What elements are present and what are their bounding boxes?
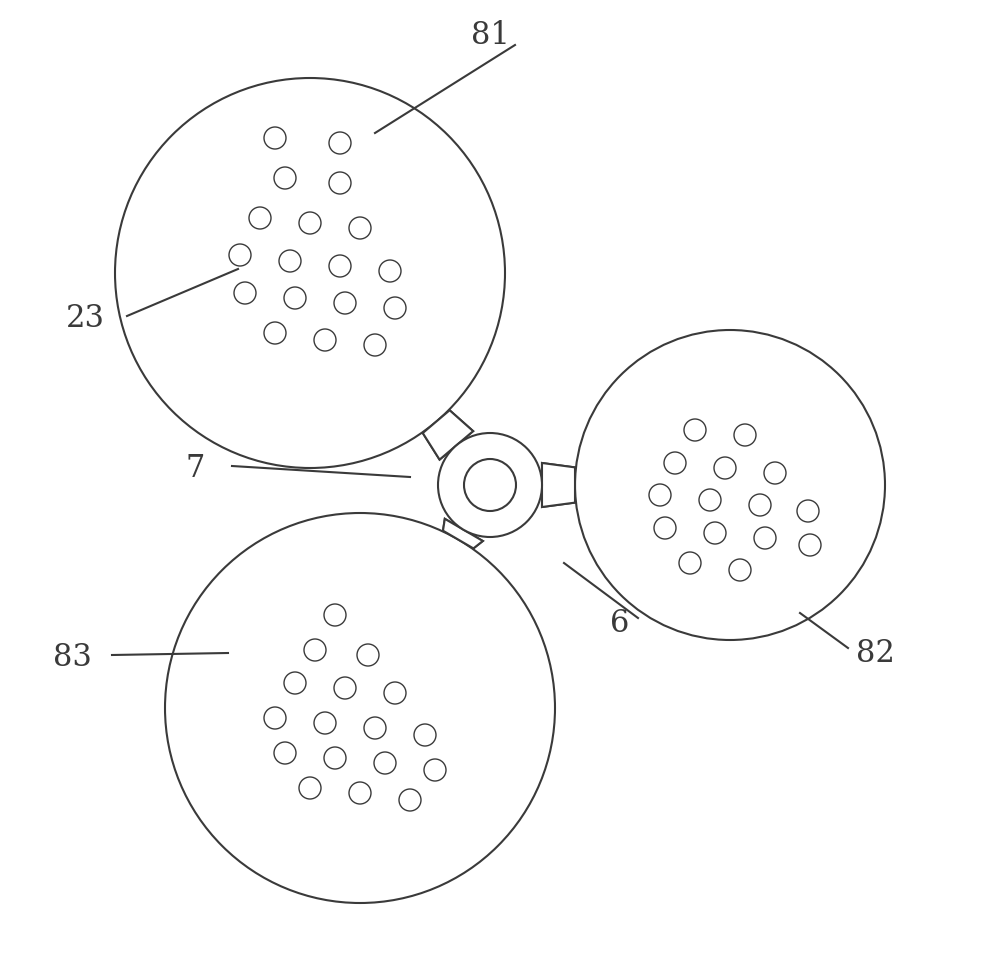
Circle shape [797, 500, 819, 522]
Circle shape [264, 322, 286, 344]
Circle shape [679, 552, 701, 574]
Circle shape [284, 287, 306, 309]
Circle shape [314, 712, 336, 734]
Circle shape [414, 724, 436, 746]
Polygon shape [423, 410, 473, 459]
Circle shape [334, 292, 356, 314]
Text: 23: 23 [66, 302, 104, 333]
Circle shape [654, 517, 676, 539]
Circle shape [349, 782, 371, 804]
Circle shape [374, 752, 396, 774]
Circle shape [264, 707, 286, 729]
Circle shape [115, 78, 505, 468]
Circle shape [379, 260, 401, 282]
Circle shape [384, 682, 406, 704]
Circle shape [274, 167, 296, 189]
Circle shape [165, 513, 555, 903]
Circle shape [704, 522, 726, 544]
Circle shape [575, 330, 885, 640]
Circle shape [314, 329, 336, 351]
Circle shape [464, 459, 516, 511]
Circle shape [357, 644, 379, 666]
Polygon shape [443, 519, 483, 548]
Circle shape [329, 172, 351, 194]
Text: 82: 82 [856, 638, 894, 668]
Polygon shape [542, 463, 575, 507]
Circle shape [229, 244, 251, 266]
Circle shape [349, 217, 371, 239]
Text: 7: 7 [185, 453, 205, 483]
Polygon shape [443, 519, 483, 548]
Circle shape [329, 255, 351, 277]
Text: 83: 83 [53, 642, 91, 673]
Circle shape [334, 677, 356, 699]
Circle shape [329, 132, 351, 154]
Circle shape [799, 534, 821, 556]
Circle shape [299, 777, 321, 799]
Circle shape [664, 452, 686, 474]
Text: 81: 81 [471, 19, 509, 50]
Circle shape [734, 424, 756, 446]
Circle shape [754, 527, 776, 549]
Circle shape [284, 672, 306, 694]
Circle shape [729, 559, 751, 581]
Text: 6: 6 [610, 608, 630, 638]
Circle shape [324, 747, 346, 769]
Polygon shape [423, 410, 473, 459]
Circle shape [749, 494, 771, 516]
Circle shape [649, 484, 671, 506]
Circle shape [364, 717, 386, 739]
Circle shape [684, 419, 706, 441]
Circle shape [424, 759, 446, 781]
Circle shape [264, 127, 286, 149]
Circle shape [279, 250, 301, 272]
Circle shape [249, 207, 271, 229]
Circle shape [299, 212, 321, 234]
Circle shape [714, 457, 736, 479]
Circle shape [324, 604, 346, 626]
Circle shape [234, 282, 256, 304]
Circle shape [764, 462, 786, 484]
Circle shape [364, 334, 386, 356]
Circle shape [438, 433, 542, 537]
Circle shape [384, 297, 406, 319]
Circle shape [274, 742, 296, 764]
Circle shape [699, 489, 721, 511]
Circle shape [399, 789, 421, 811]
Polygon shape [542, 463, 575, 507]
Circle shape [304, 639, 326, 661]
